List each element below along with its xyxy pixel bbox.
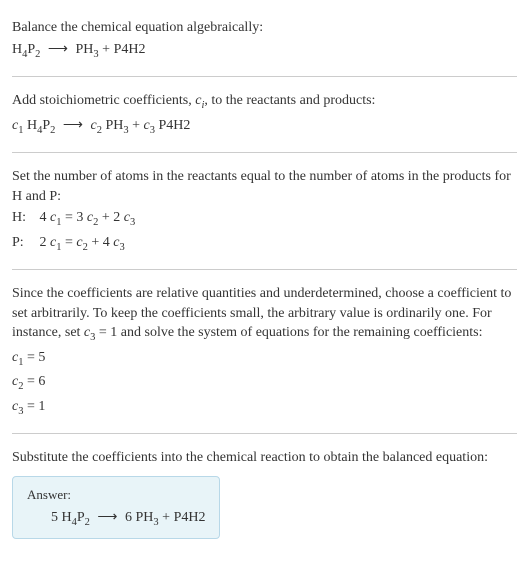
answer-label: Answer: <box>27 487 205 503</box>
answer-text: Substitute the coefficients into the che… <box>12 448 517 468</box>
balanced-equation: 5 H4P2 ⟶ 6 PH3 + P4H2 <box>27 509 205 528</box>
result-c3: c3 = 1 <box>12 397 517 419</box>
r2v: = 6 <box>23 374 45 389</box>
h-a: 4 <box>40 210 51 225</box>
plus2: + <box>129 118 144 133</box>
r1v: = 5 <box>23 350 45 365</box>
ans-mid1: P <box>77 510 85 525</box>
p-equation-row: P: 2 c1 = c2 + 4 c3 <box>12 233 517 255</box>
h-label: H: <box>12 208 36 228</box>
p-c: + 4 <box>88 235 113 250</box>
section-atoms: Set the number of atoms in the reactants… <box>12 157 517 265</box>
ans-plus: + <box>159 510 174 525</box>
sp1b: P <box>42 118 50 133</box>
sp2: PH <box>102 118 123 133</box>
solve-text: Since the coefficients are relative quan… <box>12 284 517 346</box>
arrow2: ⟶ <box>63 116 83 136</box>
h-equation-row: H: 4 c1 = 3 c2 + 2 c3 <box>12 208 517 230</box>
stoich-text-a: Add stoichiometric coefficients, <box>12 93 195 108</box>
p-label: P: <box>12 233 36 253</box>
p-c3s: 3 <box>119 242 124 253</box>
section-solve: Since the coefficients are relative quan… <box>12 274 517 429</box>
p-b: = <box>61 235 76 250</box>
lhs-h: H <box>12 42 22 57</box>
h-c: + 2 <box>98 210 123 225</box>
divider-3 <box>12 269 517 270</box>
lhs-sub2: 2 <box>35 48 40 59</box>
section-prompt: Balance the chemical equation algebraica… <box>12 8 517 72</box>
arrow: ⟶ <box>48 40 68 60</box>
ans-rhs2: P4H2 <box>174 510 206 525</box>
sp1: H <box>23 118 37 133</box>
ans-arrow: ⟶ <box>97 509 117 526</box>
divider-2 <box>12 152 517 153</box>
section-answer: Substitute the coefficients into the che… <box>12 438 517 546</box>
p-a: 2 <box>40 235 51 250</box>
solve-b: = 1 and solve the system of equations fo… <box>95 325 482 340</box>
rhs2: P4H2 <box>114 42 146 57</box>
ans-rhs1: 6 PH <box>125 510 153 525</box>
r3v: = 1 <box>23 399 45 414</box>
rhs1: PH <box>76 42 94 57</box>
divider-1 <box>12 76 517 77</box>
prompt-text: Balance the chemical equation algebraica… <box>12 18 517 38</box>
section-stoich: Add stoichiometric coefficients, ci, to … <box>12 81 517 148</box>
plus: + <box>99 42 114 57</box>
h-b: = 3 <box>61 210 86 225</box>
stoich-text: Add stoichiometric coefficients, ci, to … <box>12 91 517 113</box>
answer-box: Answer: 5 H4P2 ⟶ 6 PH3 + P4H2 <box>12 476 220 539</box>
atoms-text: Set the number of atoms in the reactants… <box>12 167 517 206</box>
divider-4 <box>12 433 517 434</box>
result-c2: c2 = 6 <box>12 372 517 394</box>
ans-lhs: 5 H <box>51 510 72 525</box>
unbalanced-equation: H4P2 ⟶ PH3 + P4H2 <box>12 40 517 62</box>
lhs-p: P <box>27 42 35 57</box>
stoich-equation: c1 H4P2 ⟶ c2 PH3 + c3 P4H2 <box>12 116 517 138</box>
sp1s2: 2 <box>50 124 55 135</box>
ans-s1b: 2 <box>85 517 90 528</box>
stoich-text-b: , to the reactants and products: <box>204 93 375 108</box>
sp3: P4H2 <box>155 118 190 133</box>
h-c3s: 3 <box>130 217 135 228</box>
result-c1: c1 = 5 <box>12 348 517 370</box>
